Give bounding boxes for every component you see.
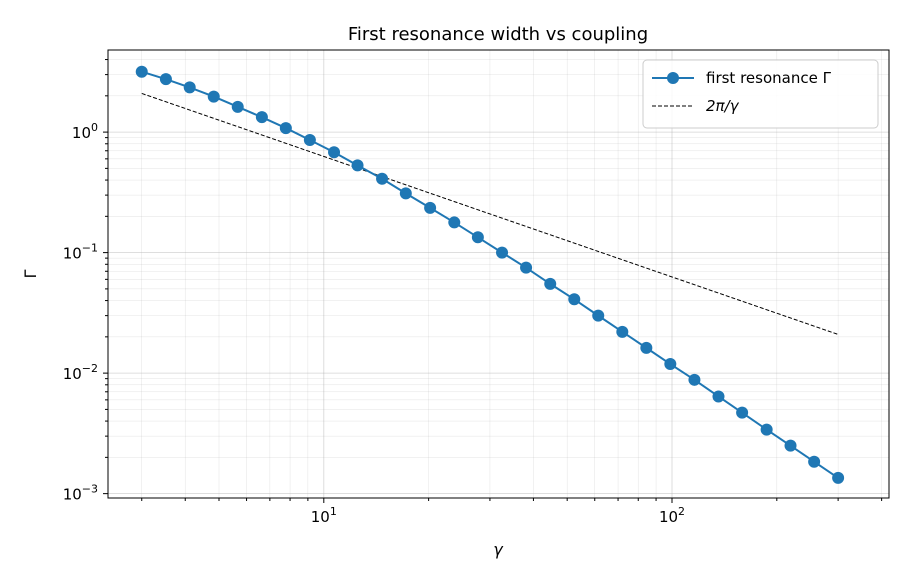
y-axis-label: Γ — [21, 269, 40, 278]
y-tick-label: 100 — [72, 121, 98, 142]
data-point-first-resonance — [736, 406, 749, 419]
data-point-first-resonance — [784, 439, 797, 452]
y-tick-label: 10−1 — [63, 242, 98, 263]
legend-marker-first-resonance — [667, 72, 679, 84]
legend-label-first-resonance: first resonance Γ — [706, 69, 832, 87]
data-point-first-resonance — [832, 471, 845, 484]
x-tick-label: 101 — [311, 505, 337, 526]
data-point-first-resonance — [568, 293, 581, 306]
data-point-first-resonance — [231, 100, 244, 113]
data-point-first-resonance — [471, 231, 484, 244]
legend-frame — [642, 59, 879, 129]
data-point-first-resonance — [616, 325, 629, 338]
chart-title: First resonance width vs coupling — [348, 24, 648, 45]
data-point-first-resonance — [255, 111, 268, 124]
data-point-first-resonance — [664, 358, 677, 371]
plot-area-frame — [107, 49, 890, 499]
data-point-first-resonance — [376, 172, 389, 185]
data-point-first-resonance — [183, 81, 196, 94]
data-point-first-resonance — [544, 277, 557, 290]
data-point-first-resonance — [712, 390, 725, 403]
data-point-first-resonance — [760, 423, 773, 436]
data-point-first-resonance — [520, 261, 533, 274]
data-point-first-resonance — [207, 90, 220, 103]
grid-lines — [108, 50, 889, 498]
y-tick-label: 10−3 — [63, 483, 98, 504]
data-point-first-resonance — [135, 65, 148, 78]
x-axis-label: γ — [493, 540, 504, 559]
legend: first resonance Γ 2π/γ — [642, 59, 879, 129]
data-point-first-resonance — [808, 455, 821, 468]
data-point-first-resonance — [328, 146, 341, 159]
data-point-first-resonance — [159, 73, 172, 86]
data-point-first-resonance — [424, 201, 437, 214]
data-point-first-resonance — [640, 341, 653, 354]
data-point-first-resonance — [496, 246, 509, 259]
data-point-first-resonance — [592, 309, 605, 322]
legend-label-2pi-over-gamma: 2π/γ — [706, 97, 740, 115]
plot-series — [135, 65, 845, 484]
data-point-first-resonance — [399, 187, 412, 200]
series-line-2pi-over-gamma — [141, 92, 839, 335]
data-point-first-resonance — [688, 373, 701, 386]
x-tick-label: 102 — [659, 505, 685, 526]
data-point-first-resonance — [303, 133, 316, 146]
axis-ticks: 101 102 100 10−1 10−2 10−3 — [63, 59, 883, 526]
data-point-first-resonance — [351, 159, 364, 172]
data-point-first-resonance — [279, 122, 292, 135]
y-tick-label: 10−2 — [63, 362, 98, 383]
data-point-first-resonance — [448, 216, 461, 229]
